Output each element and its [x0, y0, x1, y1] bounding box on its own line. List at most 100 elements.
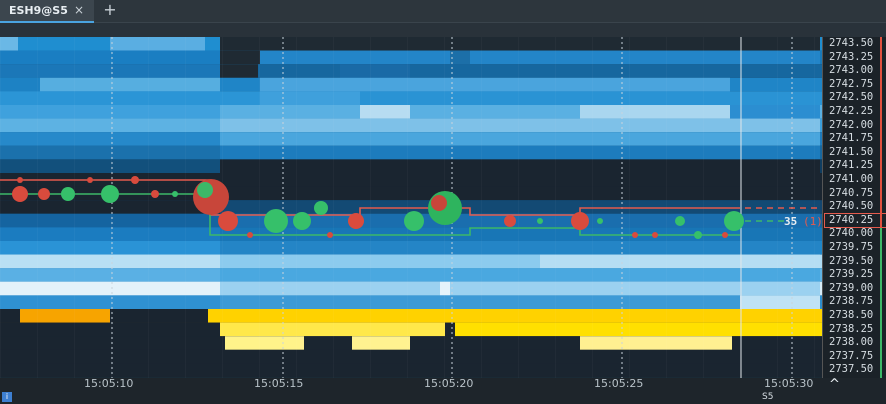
price-label: 2741.25: [829, 159, 874, 172]
heat-cell: [0, 241, 220, 255]
heat-cell: [220, 200, 820, 214]
chevron-up-icon[interactable]: ^: [829, 377, 840, 392]
tab-bar: ESH9@S5 × +: [0, 0, 886, 23]
heat-cell: [0, 159, 220, 173]
trade-bubble: [12, 186, 28, 202]
price-label: 2740.75: [829, 186, 874, 199]
heat-cell: [0, 37, 18, 51]
trade-bubble: [314, 201, 328, 215]
heat-cell: [0, 227, 220, 241]
heat-cell: [220, 145, 820, 160]
heat-cell: [220, 241, 820, 255]
price-label: 2738.50: [829, 309, 874, 321]
current-price-label: 2740.25: [824, 212, 886, 228]
price-label: 2741.75: [829, 132, 874, 145]
trade-bubble: [293, 212, 311, 230]
trade-bubble: [193, 179, 229, 215]
trade-volume-label: 35: [784, 215, 797, 228]
heat-cell: [220, 64, 228, 78]
heat-cell: [220, 295, 820, 309]
heat-cell: [0, 91, 260, 105]
price-label: 2741.50: [829, 145, 874, 158]
heat-cell: [225, 336, 300, 350]
price-label: 2739.50: [829, 254, 874, 267]
toolbar-strip: [0, 23, 886, 37]
heat-cell: [260, 91, 360, 105]
price-axis[interactable]: 2743.50 2743.25 2743.00 2742.75 2742.50 2742.…: [822, 37, 886, 378]
trade-bubble: [151, 190, 159, 198]
heat-cell: [540, 254, 820, 269]
grid-texture: [259, 37, 260, 378]
heat-cell: [220, 281, 820, 296]
trade-bubble: [722, 232, 728, 238]
trade-bubble: [264, 209, 288, 233]
price-label: 2738.00: [829, 336, 874, 349]
trade-bubble: [537, 218, 543, 224]
trade-bubble: [61, 187, 75, 201]
trade-bubble: [327, 232, 333, 238]
trade-bubble: [172, 191, 178, 197]
price-label: 2740.50: [829, 200, 874, 213]
heat-cell: [0, 50, 220, 65]
time-label: 15:05:10: [84, 377, 134, 390]
heat-cell: [0, 281, 220, 296]
heat-cell: [440, 281, 450, 296]
grid-texture: [185, 37, 186, 378]
grid-texture: [518, 37, 519, 378]
tab-esh9[interactable]: ESH9@S5 ×: [0, 0, 94, 23]
grid-texture: [0, 37, 1, 378]
trade-count-label: (1): [803, 215, 822, 228]
close-icon[interactable]: ×: [74, 3, 85, 17]
trade-bubble: [675, 216, 685, 226]
heat-cell: [0, 145, 220, 160]
price-label: 2739.25: [829, 268, 874, 281]
price-label: 2739.75: [829, 241, 874, 253]
heat-cell: [220, 118, 820, 133]
heat-cell: [730, 105, 820, 119]
time-label: 15:05:25: [594, 377, 644, 390]
heat-cell: [740, 295, 820, 309]
plus-icon[interactable]: +: [103, 0, 117, 19]
heat-cell: [0, 64, 220, 78]
trade-bubble: [404, 211, 424, 231]
price-label: 2738.75: [829, 295, 874, 308]
trade-bubble: [38, 188, 50, 200]
trade-bubble: [131, 176, 139, 184]
heat-row: [0, 363, 822, 377]
heat-cell: [40, 77, 220, 92]
heat-cell: [0, 118, 220, 133]
heat-cell: [580, 105, 730, 119]
grid-texture: [777, 37, 778, 378]
heat-row: [0, 349, 822, 364]
price-label: 2742.25: [829, 105, 874, 117]
heat-cell: [110, 37, 205, 51]
heat-cell: [450, 50, 470, 65]
heat-cell: [208, 309, 822, 323]
grid-texture: [74, 37, 75, 378]
info-icon[interactable]: i: [2, 392, 12, 402]
heat-cell: [580, 336, 732, 350]
heat-cell: [0, 309, 20, 323]
heat-cell: [0, 268, 220, 282]
tab-label: ESH9@S5: [9, 4, 68, 17]
heat-cell: [0, 200, 220, 214]
price-label: 2738.25: [829, 322, 874, 335]
trade-bubble: [504, 215, 516, 227]
heat-cell: [220, 50, 260, 65]
grid-texture: [296, 37, 297, 378]
heat-cell: [0, 254, 220, 269]
time-axis[interactable]: 15:05:10 15:05:15 15:05:20 15:05:25 15:0…: [0, 377, 886, 404]
heat-cell: [455, 322, 822, 337]
heat-cell: [352, 336, 410, 350]
price-label: 2737.50: [829, 363, 874, 376]
trade-bubble: [218, 211, 238, 231]
trade-bubble: [632, 232, 638, 238]
heat-cell: [20, 309, 110, 323]
ask-side-marker: [880, 37, 882, 228]
heat-cell: [220, 268, 820, 282]
price-label: 2742.00: [829, 118, 874, 131]
trade-bubble: [694, 231, 702, 239]
heatmap-plot[interactable]: 35 (1): [0, 37, 822, 378]
price-label: 2739.00: [829, 281, 874, 294]
trade-bubble: [652, 232, 658, 238]
